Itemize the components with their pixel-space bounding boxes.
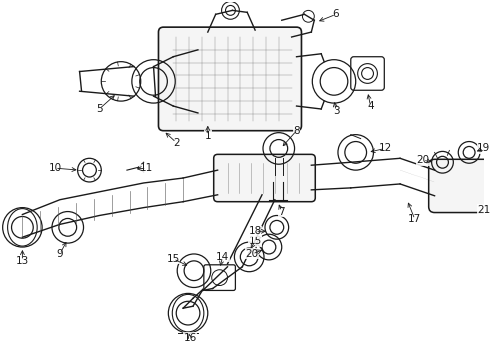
- Text: 6: 6: [333, 9, 339, 19]
- Text: 19: 19: [477, 143, 490, 153]
- FancyBboxPatch shape: [214, 154, 315, 202]
- Text: 10: 10: [49, 163, 61, 173]
- Text: 8: 8: [293, 126, 300, 136]
- Text: 20: 20: [245, 249, 259, 259]
- Text: 14: 14: [216, 252, 229, 262]
- Text: 20: 20: [416, 155, 429, 165]
- Text: 13: 13: [16, 256, 29, 266]
- FancyBboxPatch shape: [429, 159, 490, 212]
- Text: 15: 15: [248, 236, 262, 246]
- Text: 15: 15: [167, 254, 180, 264]
- Text: 5: 5: [96, 104, 102, 114]
- Text: 1: 1: [204, 131, 211, 141]
- Text: 16: 16: [183, 333, 196, 343]
- Text: 9: 9: [56, 249, 63, 259]
- Text: 18: 18: [248, 226, 262, 236]
- Text: 21: 21: [477, 204, 490, 215]
- Text: 3: 3: [333, 106, 339, 116]
- FancyBboxPatch shape: [158, 27, 301, 131]
- Text: 11: 11: [140, 163, 153, 173]
- Text: 7: 7: [278, 207, 285, 217]
- Text: 2: 2: [173, 138, 179, 148]
- Text: 17: 17: [408, 215, 421, 224]
- Text: 4: 4: [367, 101, 374, 111]
- Text: 12: 12: [379, 143, 392, 153]
